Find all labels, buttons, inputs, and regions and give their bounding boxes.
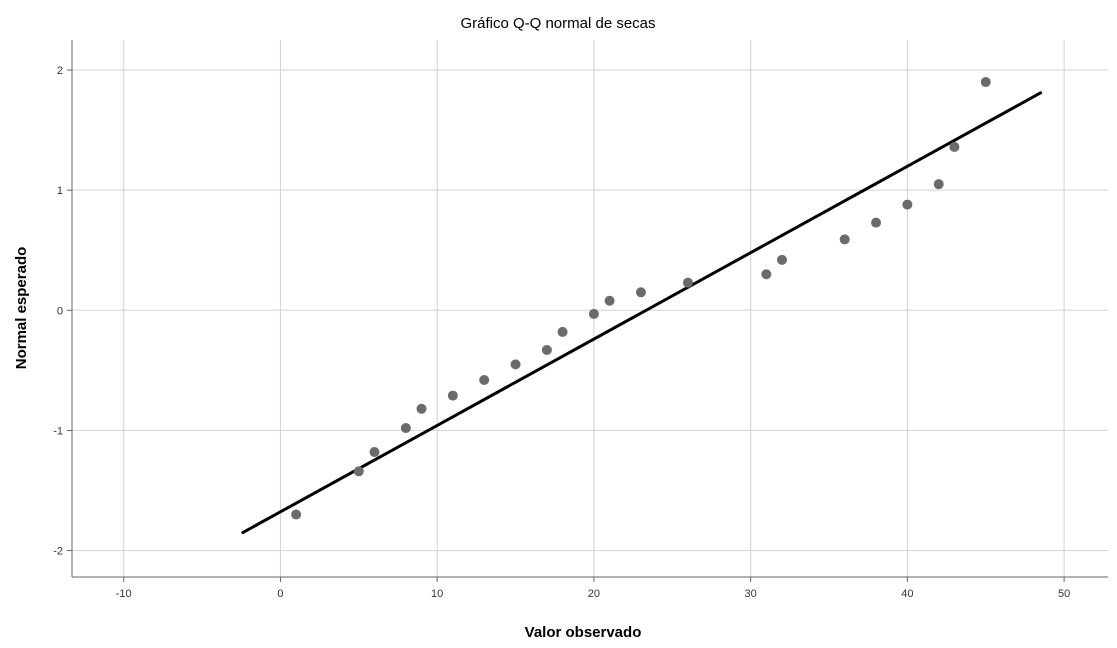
data-point [839, 234, 850, 245]
y-axis-ticks: -2 -1 0 1 2 [53, 65, 72, 558]
y-tick-label: 1 [57, 185, 63, 197]
data-point [541, 344, 552, 355]
x-tick-label: 50 [1058, 588, 1070, 600]
grid [72, 40, 1108, 577]
reference-line [241, 91, 1043, 535]
data-point [479, 374, 490, 385]
x-tick-label: 30 [745, 588, 757, 600]
x-tick-label: 10 [431, 588, 443, 600]
data-point [557, 326, 568, 337]
y-axis-label: Normal esperado [13, 247, 30, 370]
data-point [588, 308, 599, 319]
data-point [980, 77, 991, 88]
data-point [635, 287, 646, 298]
reference-line-group [241, 91, 1043, 535]
y-tick-label: 2 [57, 65, 63, 77]
x-tick-label: 40 [901, 588, 913, 600]
x-tick-label: 0 [277, 588, 283, 600]
data-point [604, 295, 615, 306]
data-point [949, 141, 960, 152]
y-tick-label: 0 [57, 305, 63, 317]
plot-frame [71, 40, 1108, 578]
data-point [353, 466, 364, 477]
data-point [510, 359, 521, 370]
data-point [682, 277, 693, 288]
data-point [369, 447, 380, 458]
x-tick-label: -10 [116, 588, 132, 600]
y-tick-label: -1 [53, 425, 63, 437]
data-point [761, 269, 772, 280]
data-point [447, 390, 458, 401]
data-point [933, 179, 944, 190]
data-point [776, 254, 787, 265]
data-points [291, 77, 991, 520]
data-point [416, 403, 427, 414]
x-axis-label: Valor observado [525, 624, 642, 641]
x-tick-label: 20 [588, 588, 600, 600]
x-axis-ticks: -10 0 10 20 30 40 50 [116, 577, 1070, 600]
data-point [291, 509, 302, 520]
data-point [871, 217, 882, 228]
data-point [400, 423, 411, 434]
data-point [902, 199, 913, 210]
y-tick-label: -2 [53, 546, 63, 558]
chart-title: Gráfico Q-Q normal de secas [460, 15, 655, 32]
